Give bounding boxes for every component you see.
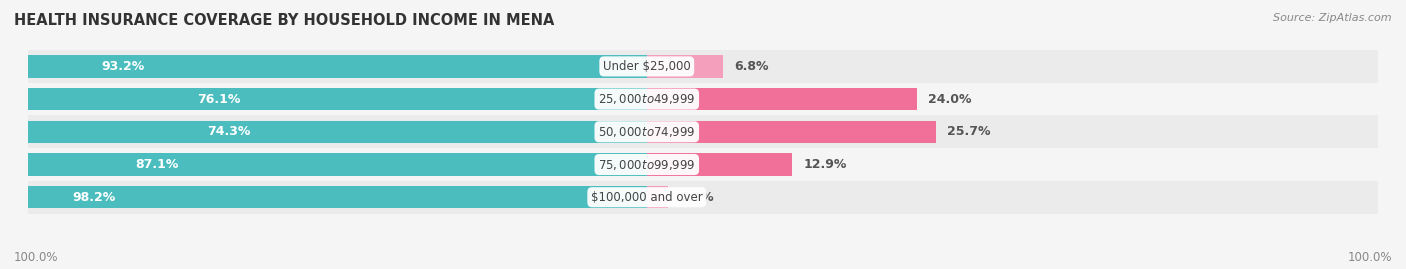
Text: 93.2%: 93.2% — [101, 60, 145, 73]
Bar — [0, 88, 647, 110]
Text: Under $25,000: Under $25,000 — [603, 60, 690, 73]
Text: 1.9%: 1.9% — [679, 191, 714, 204]
Text: 87.1%: 87.1% — [135, 158, 179, 171]
Text: 6.8%: 6.8% — [734, 60, 769, 73]
Bar — [0, 186, 647, 208]
Bar — [647, 121, 936, 143]
Bar — [647, 153, 792, 176]
Text: 76.1%: 76.1% — [197, 93, 240, 106]
Text: 98.2%: 98.2% — [73, 191, 117, 204]
Text: HEALTH INSURANCE COVERAGE BY HOUSEHOLD INCOME IN MENA: HEALTH INSURANCE COVERAGE BY HOUSEHOLD I… — [14, 13, 554, 29]
Bar — [0, 148, 1406, 181]
Bar — [0, 121, 647, 143]
Bar — [0, 83, 1406, 115]
Text: $75,000 to $99,999: $75,000 to $99,999 — [598, 158, 696, 172]
Text: 24.0%: 24.0% — [928, 93, 972, 106]
Bar — [0, 55, 647, 77]
Bar — [0, 50, 1406, 83]
Text: 12.9%: 12.9% — [803, 158, 846, 171]
Bar — [647, 55, 723, 77]
Text: $100,000 and over: $100,000 and over — [591, 191, 703, 204]
Bar — [647, 186, 668, 208]
Bar — [0, 181, 1406, 214]
Bar — [0, 115, 1406, 148]
Text: $25,000 to $49,999: $25,000 to $49,999 — [598, 92, 696, 106]
Text: Source: ZipAtlas.com: Source: ZipAtlas.com — [1274, 13, 1392, 23]
Bar — [0, 153, 647, 176]
Text: $50,000 to $74,999: $50,000 to $74,999 — [598, 125, 696, 139]
Text: 74.3%: 74.3% — [207, 125, 250, 138]
Text: 100.0%: 100.0% — [1347, 251, 1392, 264]
Bar — [647, 88, 917, 110]
Text: 25.7%: 25.7% — [948, 125, 991, 138]
Text: 100.0%: 100.0% — [14, 251, 59, 264]
